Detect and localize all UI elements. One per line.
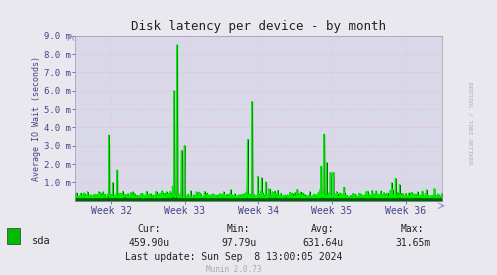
Text: Cur:: Cur: xyxy=(137,224,161,234)
Text: Min:: Min: xyxy=(227,224,250,234)
Text: Munin 2.0.73: Munin 2.0.73 xyxy=(206,265,261,274)
Y-axis label: Average IO Wait (seconds): Average IO Wait (seconds) xyxy=(32,56,41,181)
Text: Last update: Sun Sep  8 13:00:05 2024: Last update: Sun Sep 8 13:00:05 2024 xyxy=(125,252,342,262)
Title: Disk latency per device - by month: Disk latency per device - by month xyxy=(131,20,386,33)
Text: RRDTOOL / TOBI OETIKER: RRDTOOL / TOBI OETIKER xyxy=(468,82,473,165)
Text: Avg:: Avg: xyxy=(311,224,335,234)
Text: sda: sda xyxy=(32,236,51,246)
Text: 459.90u: 459.90u xyxy=(129,238,169,248)
Text: 97.79u: 97.79u xyxy=(221,238,256,248)
Text: Max:: Max: xyxy=(401,224,424,234)
Text: 631.64u: 631.64u xyxy=(303,238,343,248)
Text: 31.65m: 31.65m xyxy=(395,238,430,248)
